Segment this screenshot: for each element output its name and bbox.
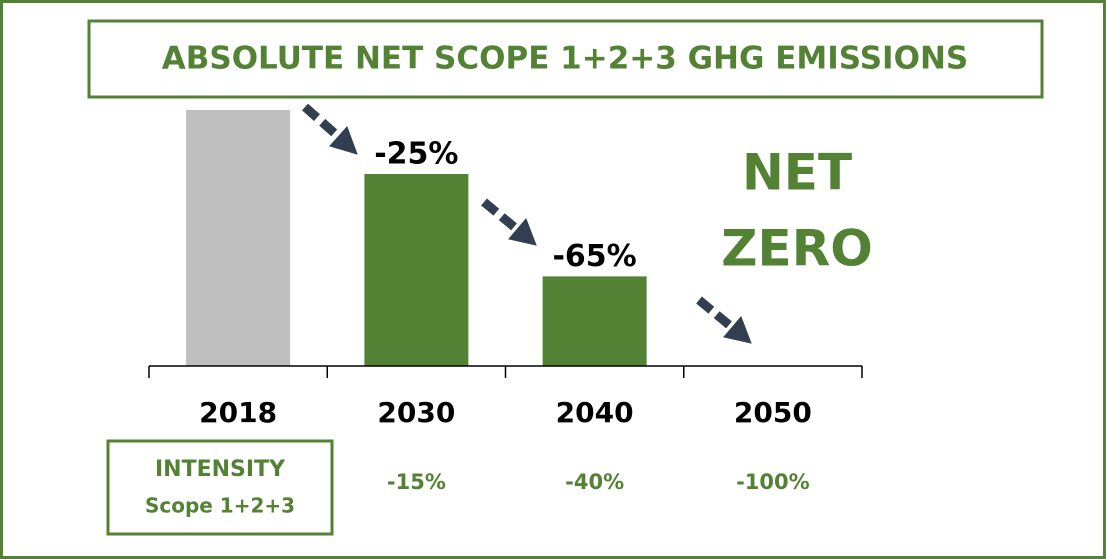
bar [542, 276, 647, 366]
intensity-box [106, 439, 334, 536]
bar-annotation: -25% [374, 137, 458, 172]
arrow [302, 103, 343, 142]
bar-annotation: -65% [552, 239, 636, 274]
net-zero-callout: NET [742, 144, 852, 202]
intensity-value: -100% [736, 470, 810, 494]
intensity-title: INTENSITY [155, 457, 286, 482]
arrows [302, 103, 752, 344]
title-box [87, 19, 1044, 99]
chart-title: ABSOLUTE NET SCOPE 1+2+3 GHG EMISSIONS [162, 41, 968, 77]
bar [186, 110, 291, 366]
x-tick-label: 2050 [734, 396, 812, 429]
x-tick-label: 2018 [199, 396, 277, 429]
intensity-value: -40% [565, 470, 624, 494]
arrow-head [508, 218, 537, 246]
x-tick-label: 2040 [556, 396, 634, 429]
arrow [481, 198, 522, 235]
intensity-value: -15% [387, 470, 446, 494]
x-tick-label: 2030 [377, 396, 455, 429]
intensity-subtitle: Scope 1+2+3 [145, 494, 295, 518]
net-zero-callout: ZERO [721, 220, 872, 278]
arrow [696, 296, 737, 333]
arrow-head [723, 316, 752, 344]
arrow-head [329, 126, 358, 155]
bar [364, 174, 469, 366]
